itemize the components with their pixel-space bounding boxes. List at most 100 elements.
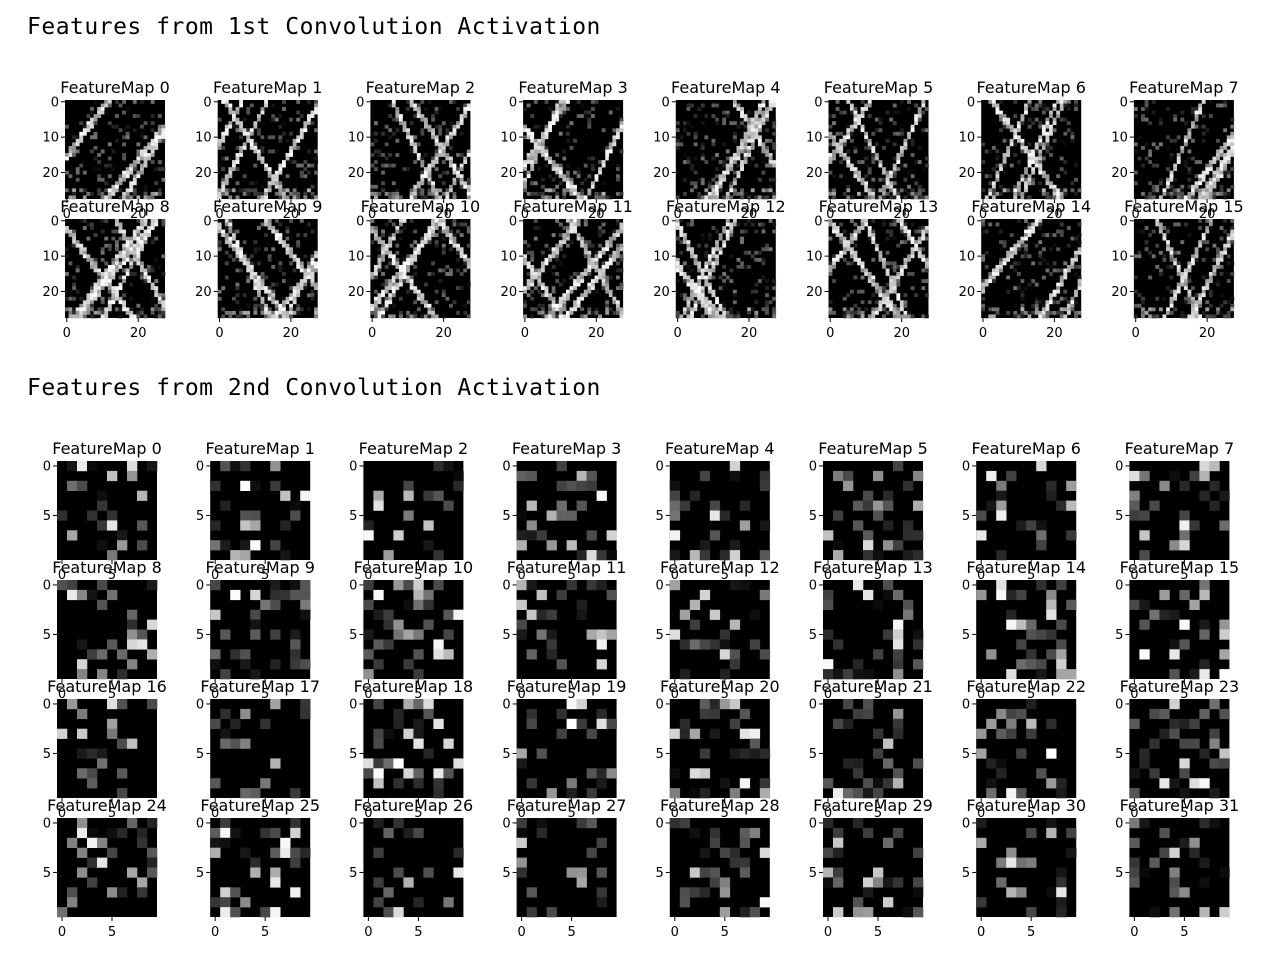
activation-cell (235, 160, 240, 164)
activation-cell (242, 310, 247, 315)
activation-cell (100, 307, 105, 312)
activation-cell (1205, 181, 1210, 186)
activation-cell (761, 257, 766, 262)
activation-cell (1031, 279, 1036, 283)
activation-cell (381, 243, 385, 248)
activation-cell (150, 114, 155, 118)
activation-cell (828, 170, 833, 175)
activation-cell (1063, 307, 1068, 312)
activation-cell (612, 142, 617, 147)
activation-cell (601, 163, 606, 168)
activation-cell (107, 100, 112, 104)
activation-cell (533, 145, 538, 150)
activation-cell (1223, 229, 1228, 234)
activation-cell (690, 310, 694, 315)
activation-cell (125, 167, 130, 172)
activation-cell (608, 293, 613, 298)
activation-cell (892, 314, 897, 319)
activation-cell (413, 135, 418, 140)
activation-cell (690, 103, 694, 108)
activation-cell (97, 177, 102, 182)
activation-cell (137, 490, 148, 501)
activation-cell (612, 300, 617, 305)
activation-cell (299, 131, 304, 136)
activation-cell (754, 163, 759, 168)
activation-cell (423, 124, 428, 129)
activation-cell (107, 156, 112, 161)
activation-cell (896, 188, 901, 193)
feature-map-title: FeatureMap 6 (976, 78, 1086, 97)
activation-cell (757, 138, 762, 143)
activation-cell (747, 124, 752, 129)
activation-cell (986, 470, 997, 482)
activation-cell (452, 128, 457, 133)
activation-cell (97, 490, 108, 501)
activation-cell (846, 131, 851, 136)
activation-cell (122, 128, 127, 133)
activation-cell (704, 261, 709, 266)
activation-cell (885, 293, 890, 298)
activation-cell (140, 240, 144, 245)
activation-cell (132, 188, 137, 193)
activation-cell (270, 629, 281, 640)
activation-cell (573, 279, 577, 283)
activation-cell (750, 156, 755, 161)
activation-cell (871, 314, 876, 319)
activation-cell (239, 149, 243, 154)
activation-cell (682, 240, 687, 245)
activation-cell (1038, 100, 1043, 104)
activation-cell (129, 167, 134, 172)
activation-cell (235, 314, 240, 319)
activation-cell (725, 219, 730, 223)
activation-cell (1219, 167, 1224, 172)
y-tick-label: 10 (806, 250, 823, 265)
activation-cell (72, 135, 77, 140)
activation-cell (995, 191, 1000, 196)
activation-cell (438, 222, 443, 227)
activation-cell (448, 229, 453, 234)
activation-cell (1219, 236, 1224, 241)
activation-cell (765, 128, 769, 133)
activation-cell (1179, 540, 1190, 551)
activation-cell (100, 300, 105, 305)
activation-cell (1056, 188, 1061, 193)
activation-cell (398, 275, 403, 280)
activation-cell (406, 261, 410, 266)
activation-cell (530, 135, 535, 140)
activation-cell (384, 286, 389, 291)
activation-cell (143, 282, 148, 287)
activation-cell (289, 250, 293, 255)
activation-cell (590, 163, 595, 168)
activation-cell (839, 250, 844, 255)
activation-cell (615, 222, 620, 227)
y-tick-label: 0 (962, 578, 970, 593)
activation-cell (913, 530, 924, 541)
activation-cell (693, 156, 698, 161)
activation-cell (264, 286, 268, 291)
activation-cell (1226, 236, 1231, 241)
activation-cell (434, 243, 439, 248)
activation-cell (406, 275, 410, 280)
activation-cell (1074, 177, 1078, 182)
activation-cell (256, 247, 261, 252)
activation-cell (606, 589, 617, 601)
activation-cell (271, 103, 276, 108)
activation-cell (402, 167, 407, 172)
feature-map-title: FeatureMap 12 (666, 197, 786, 216)
activation-cell (314, 264, 318, 269)
activation-cell (1219, 520, 1230, 531)
activation-cell (1027, 153, 1032, 157)
activation-cell (566, 480, 577, 491)
activation-cell (772, 229, 777, 234)
activation-cell (530, 181, 535, 186)
activation-cell (1155, 145, 1160, 150)
activation-cell (256, 293, 261, 298)
activation-cell (115, 124, 119, 129)
activation-cell (833, 470, 844, 482)
activation-cell (140, 149, 144, 154)
activation-cell (530, 156, 535, 161)
activation-cell (736, 264, 741, 269)
activation-cell (1034, 163, 1039, 168)
y-tick-label: 5 (43, 628, 51, 643)
